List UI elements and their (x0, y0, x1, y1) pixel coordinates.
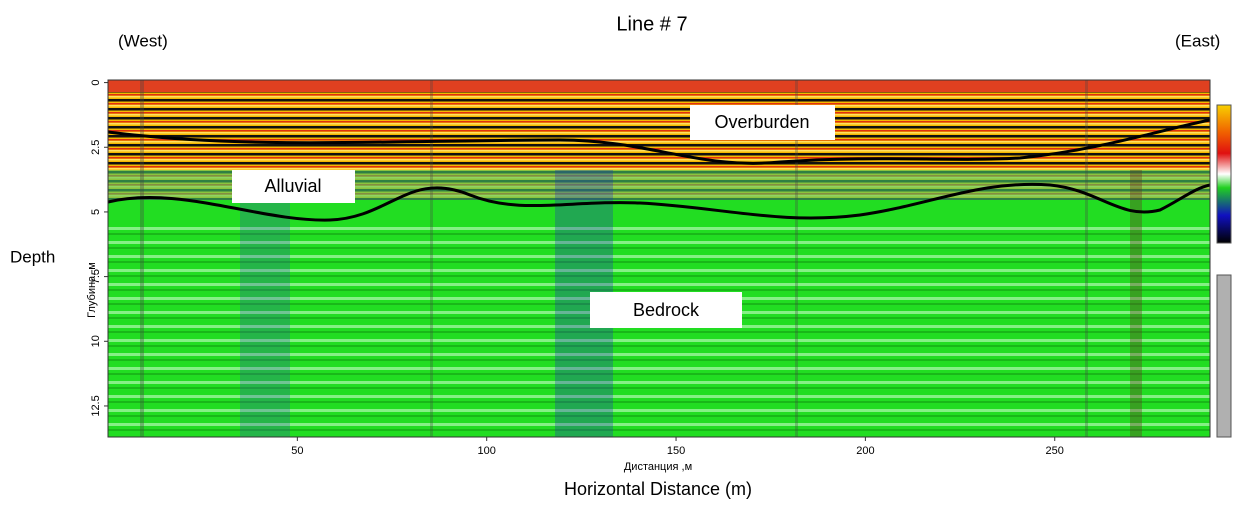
y-tick-label: 12.5 (90, 395, 102, 416)
annotation-box (590, 292, 742, 328)
x-axis-title: Horizontal Distance (m) (564, 479, 752, 499)
x-tick-label: 150 (667, 445, 685, 457)
annotation-box (232, 170, 355, 203)
color-scale (1216, 104, 1232, 244)
alluvial-boundary (107, 182, 1211, 222)
west-label: (West) (118, 31, 168, 50)
y-tick-label: 5 (90, 209, 102, 215)
y-tick-label: 0 (90, 80, 102, 86)
plot-frame (107, 79, 1211, 438)
x-tick-label: 200 (856, 445, 874, 457)
y-axis-title: Depth (10, 247, 55, 266)
annotation: Alluvial (264, 176, 321, 196)
overburden-boundary (107, 118, 1211, 165)
y-tick-label: 2.5 (90, 140, 102, 155)
y-tick-label: 10 (90, 335, 102, 347)
radargram-image (108, 80, 1210, 437)
annotation: Overburden (714, 112, 809, 132)
chart-title: Line # 7 (616, 13, 687, 35)
x-tick-label: 50 (291, 445, 303, 457)
scale-bar (1216, 274, 1232, 438)
x-tick-label: 250 (1046, 445, 1064, 457)
y-tick-label: 7.5 (90, 269, 102, 284)
annotation: Bedrock (633, 300, 700, 320)
annotation-box (690, 105, 835, 140)
east-label: (East) (1175, 31, 1220, 50)
inner-y-axis-title: Глубина, м (86, 262, 98, 318)
inner-x-axis-title: Дистанция ,м (624, 461, 692, 473)
x-tick-label: 100 (478, 445, 496, 457)
